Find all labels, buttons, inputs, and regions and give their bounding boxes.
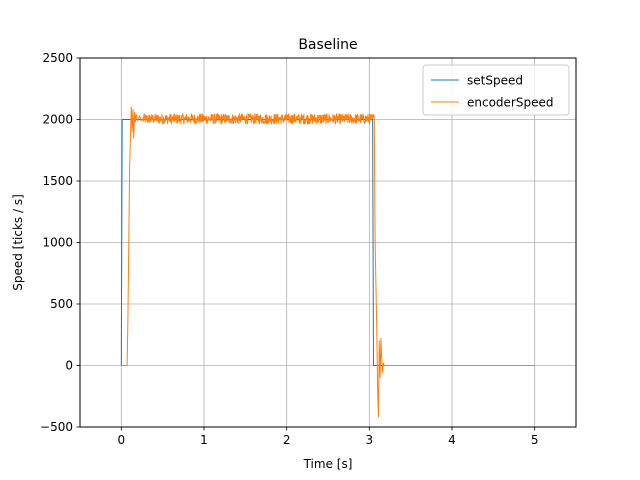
chart-title: Baseline [298, 37, 357, 53]
x-tick-label: 0 [118, 433, 126, 447]
y-tick-label: −500 [40, 420, 73, 434]
y-tick-label: 500 [50, 297, 73, 311]
y-tick-label: 0 [65, 359, 73, 373]
x-axis-label: Time [s] [303, 457, 353, 471]
legend-label: encoderSpeed [467, 96, 553, 110]
legend-label: setSpeed [467, 74, 523, 88]
y-tick-label: 1500 [42, 174, 73, 188]
y-tick-label: 1000 [42, 236, 73, 250]
x-tick-label: 4 [448, 433, 456, 447]
x-tick-label: 1 [200, 433, 208, 447]
ticks: 0 1 2 3 4 5 −500 0 500 1000 1500 2000 2500 [40, 51, 538, 447]
x-tick-label: 2 [283, 433, 291, 447]
series-layer [120, 106, 535, 418]
y-tick-label: 2500 [42, 51, 73, 65]
x-tick-label: 3 [366, 433, 374, 447]
x-tick-label: 5 [531, 433, 539, 447]
y-axis-label: Speed [ticks / s] [11, 194, 25, 291]
series-line-encoderSpeed [121, 106, 535, 418]
legend: setSpeed encoderSpeed [422, 64, 570, 116]
y-tick-label: 2000 [42, 113, 73, 127]
legend-box [422, 64, 570, 116]
